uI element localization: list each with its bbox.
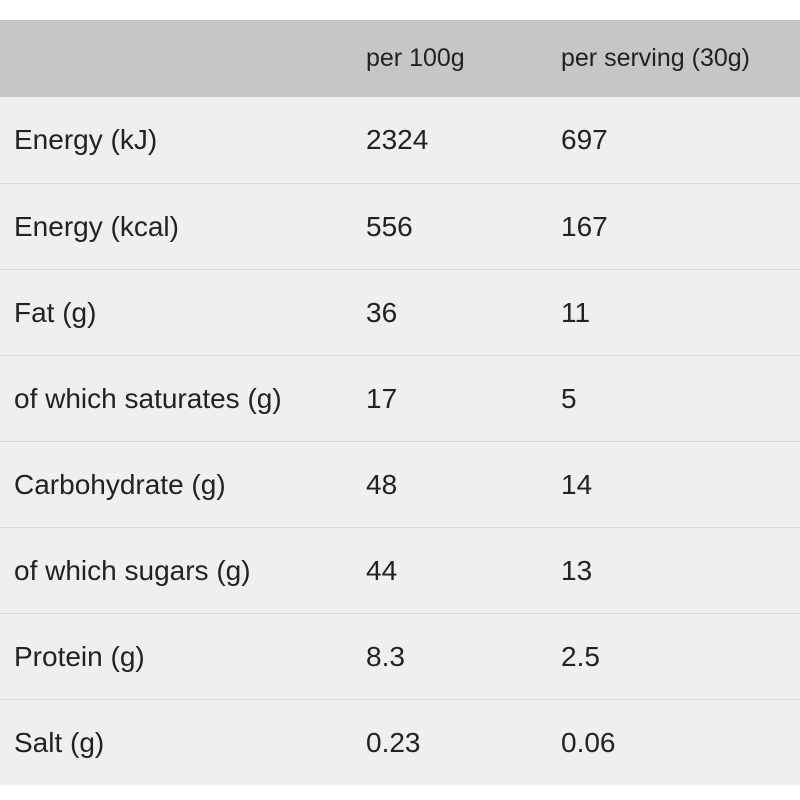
table-header-row: per 100g per serving (30g) <box>0 20 800 97</box>
nutrient-label: Salt (g) <box>14 726 105 758</box>
nutrient-label: Fat (g) <box>14 296 97 328</box>
per-serving-value: 0.06 <box>561 726 616 758</box>
table-body: Energy (kJ) 2324 697 Energy (kcal) 556 1… <box>0 97 800 785</box>
per-serving-value: 14 <box>561 468 593 500</box>
table-row: Energy (kJ) 2324 697 <box>0 97 800 183</box>
nutrient-label: Energy (kcal) <box>14 210 179 242</box>
per-100g-value: 44 <box>366 554 398 586</box>
nutrient-label: Energy (kJ) <box>14 124 158 155</box>
per-100g-value: 0.23 <box>366 726 421 758</box>
per-serving-value: 167 <box>561 210 608 242</box>
nutrient-label: of which sugars (g) <box>14 554 251 586</box>
table-row: Carbohydrate (g) 48 14 <box>0 441 800 527</box>
table-row: Salt (g) 0.23 0.06 <box>0 699 800 785</box>
per-serving-value: 697 <box>561 124 608 155</box>
per-100g-value: 48 <box>366 468 398 500</box>
header-per-100g: per 100g <box>366 44 465 72</box>
table-row: Energy (kcal) 556 167 <box>0 183 800 269</box>
per-100g-value: 36 <box>366 296 398 328</box>
per-serving-value: 13 <box>561 554 593 586</box>
table-row: of which saturates (g) 17 5 <box>0 355 800 441</box>
per-100g-value: 2324 <box>366 124 429 155</box>
per-100g-value: 17 <box>366 382 398 414</box>
nutrient-label: Protein (g) <box>14 640 145 672</box>
header-per-serving: per serving (30g) <box>561 44 750 72</box>
per-serving-value: 2.5 <box>561 640 600 672</box>
nutrient-label: Carbohydrate (g) <box>14 468 226 500</box>
table-row: Protein (g) 8.3 2.5 <box>0 613 800 699</box>
per-serving-value: 11 <box>561 296 591 328</box>
nutrition-table: per 100g per serving (30g) Energy (kJ) 2… <box>0 20 800 785</box>
table-row: Fat (g) 36 11 <box>0 269 800 355</box>
per-100g-value: 8.3 <box>366 640 405 672</box>
per-100g-value: 556 <box>366 210 413 242</box>
nutrient-label: of which saturates (g) <box>14 382 282 414</box>
table-row: of which sugars (g) 44 13 <box>0 527 800 613</box>
per-serving-value: 5 <box>561 382 577 414</box>
